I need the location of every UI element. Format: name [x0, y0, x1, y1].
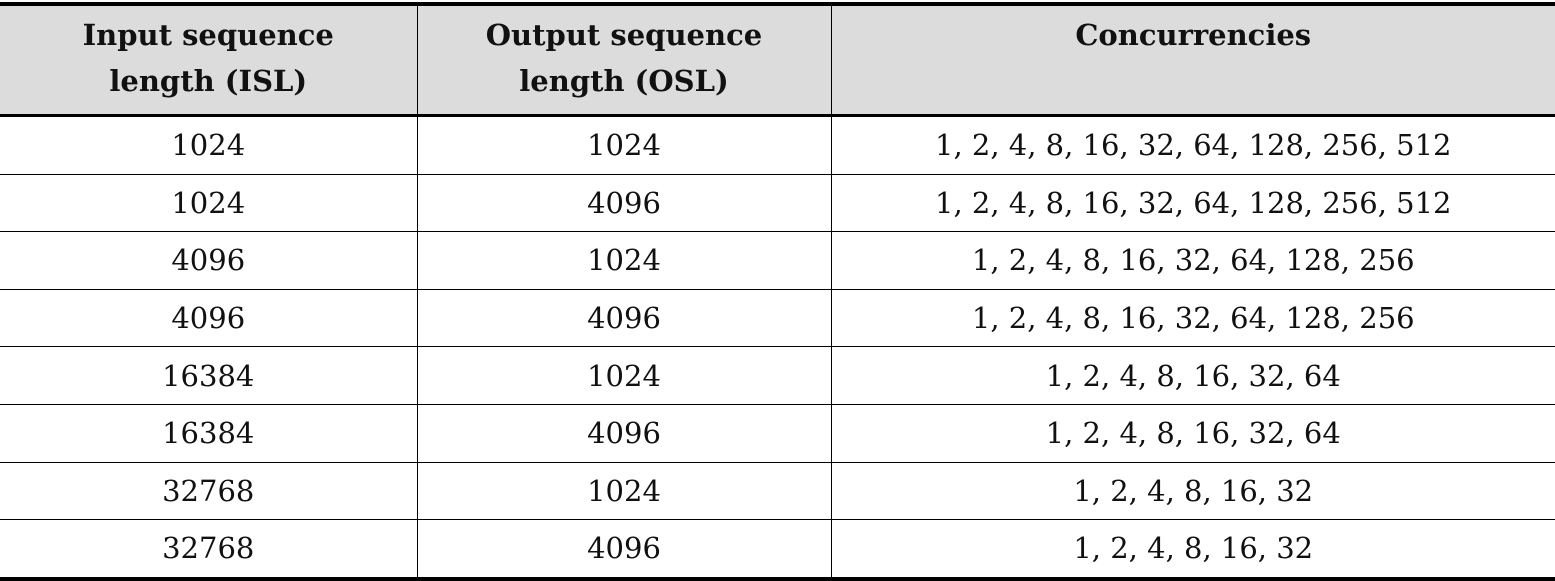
table-cell: 4096 — [416, 519, 831, 581]
header-text: Input sequence length (ISL) — [82, 18, 334, 98]
header-cell: Output sequence length (OSL) — [416, 4, 831, 116]
table-cell: 1024 — [416, 346, 831, 405]
table-cell: 16384 — [0, 346, 417, 405]
table-cell: 4096 — [0, 231, 417, 290]
table-row: 32768 4096 1, 2, 4, 8, 16, 32 — [0, 519, 1555, 581]
table-cell: 1024 — [416, 115, 831, 175]
header-row: Input sequence length (ISL) Output sequen… — [0, 4, 1555, 116]
header-text: Output sequence length (OSL) — [485, 18, 763, 98]
table-body: 1024 1024 1, 2, 4, 8, 16, 32, 64, 128, 256… — [0, 115, 1555, 581]
table-cell: 4096 — [0, 289, 417, 348]
header-cell: Input sequence length (ISL) — [0, 4, 417, 116]
header-cell: Concurrencies — [830, 4, 1555, 116]
table-cell: 4096 — [416, 174, 831, 233]
table-cell: 1, 2, 4, 8, 16, 32, 64, 128, 256, 512 — [830, 115, 1555, 175]
table-cell: 1, 2, 4, 8, 16, 32 — [830, 519, 1555, 581]
table-cell: 16384 — [0, 404, 417, 463]
table-cell: 4096 — [416, 404, 831, 463]
table-cell: 1, 2, 4, 8, 16, 32, 64, 128, 256 — [830, 231, 1555, 290]
table-cell: 1, 2, 4, 8, 16, 32, 64 — [830, 346, 1555, 405]
table-cell: 1, 2, 4, 8, 16, 32, 64 — [830, 404, 1555, 463]
table-cell: 1024 — [0, 115, 417, 175]
table-row: 4096 4096 1, 2, 4, 8, 16, 32, 64, 128, 256 — [0, 289, 1555, 348]
table-cell: 1, 2, 4, 8, 16, 32, 64, 128, 256, 512 — [830, 174, 1555, 233]
table-row: 4096 1024 1, 2, 4, 8, 16, 32, 64, 128, 256 — [0, 231, 1555, 290]
table-cell: 1024 — [0, 174, 417, 233]
table-cell: 1, 2, 4, 8, 16, 32, 64, 128, 256 — [830, 289, 1555, 348]
table-row: 16384 1024 1, 2, 4, 8, 16, 32, 64 — [0, 346, 1555, 405]
table-row: 1024 1024 1, 2, 4, 8, 16, 32, 64, 128, 256… — [0, 115, 1555, 175]
table-header: Input sequence length (ISL) Output sequen… — [0, 4, 1555, 116]
table-row: 16384 4096 1, 2, 4, 8, 16, 32, 64 — [0, 404, 1555, 463]
header-text: Concurrencies — [1075, 18, 1312, 52]
table-cell: 1, 2, 4, 8, 16, 32 — [830, 462, 1555, 521]
table-cell: 32768 — [0, 519, 417, 581]
table-cell: 4096 — [416, 289, 831, 348]
table-cell: 1024 — [416, 231, 831, 290]
table-cell: 1024 — [416, 462, 831, 521]
table-row: 32768 1024 1, 2, 4, 8, 16, 32 — [0, 462, 1555, 521]
table-row: 1024 4096 1, 2, 4, 8, 16, 32, 64, 128, 256… — [0, 174, 1555, 233]
table-cell: 32768 — [0, 462, 417, 521]
